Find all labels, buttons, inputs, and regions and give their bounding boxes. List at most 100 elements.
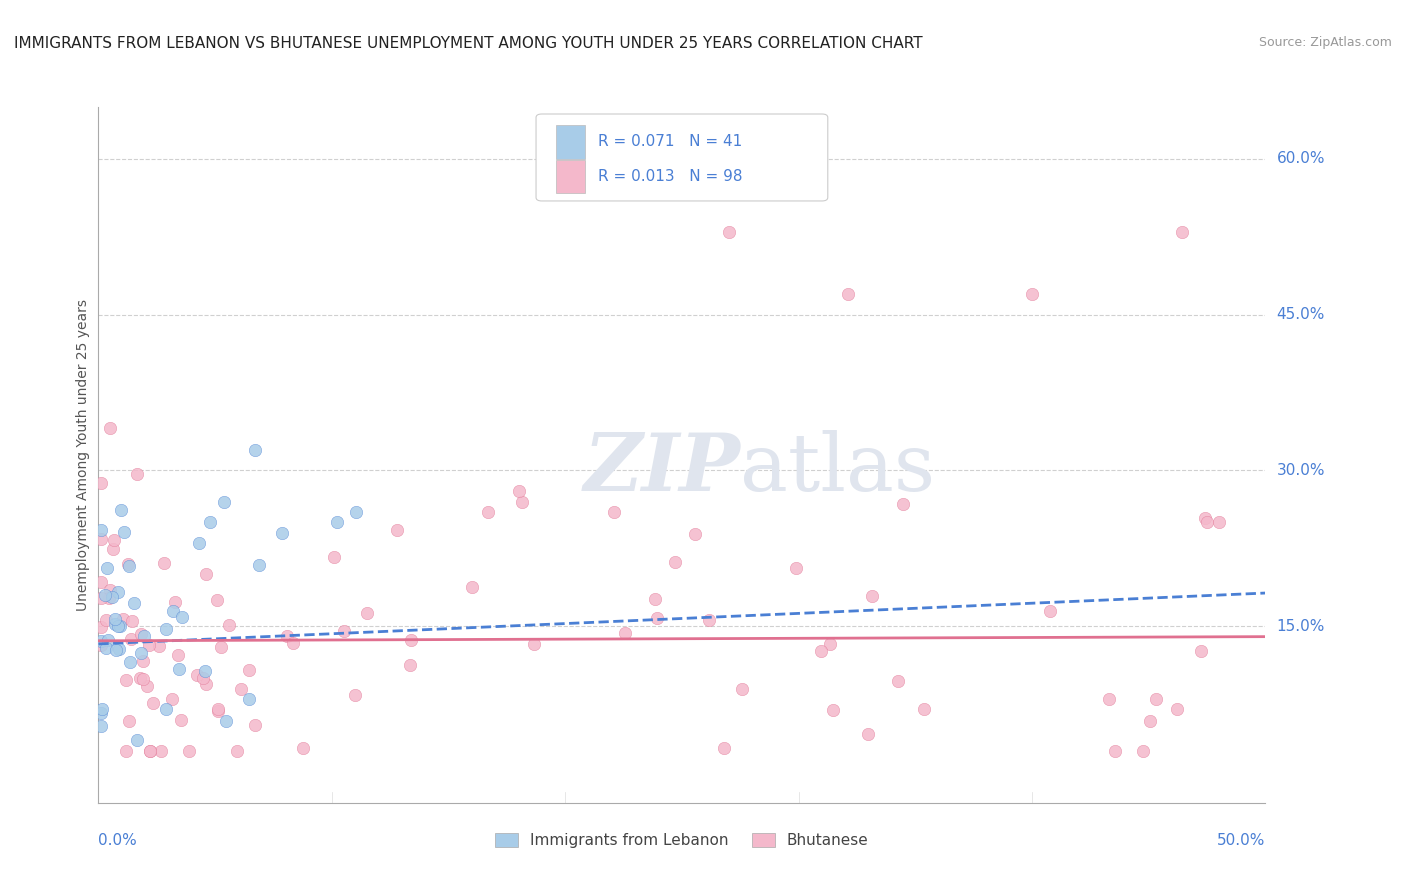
Point — [247, 558, 270, 572]
Point — [142, 696, 165, 710]
Point — [209, 640, 232, 654]
Point — [1139, 714, 1161, 729]
Point — [893, 497, 915, 511]
Point — [160, 692, 183, 706]
Point — [271, 525, 294, 540]
Point — [731, 681, 754, 696]
Point — [821, 703, 844, 717]
Point — [717, 225, 740, 239]
Point — [101, 591, 124, 605]
Point — [215, 714, 238, 728]
Point — [91, 702, 114, 716]
Point — [155, 702, 177, 716]
Point — [510, 494, 533, 508]
Point — [120, 632, 142, 647]
Point — [614, 626, 637, 640]
Point — [198, 516, 221, 530]
Point — [188, 536, 211, 550]
Point — [90, 475, 112, 490]
FancyBboxPatch shape — [555, 160, 585, 194]
Point — [153, 556, 176, 570]
Legend: Immigrants from Lebanon, Bhutanese: Immigrants from Lebanon, Bhutanese — [489, 827, 875, 855]
Point — [1021, 287, 1043, 301]
Point — [1104, 744, 1126, 758]
Point — [129, 627, 152, 641]
Point — [129, 646, 152, 660]
Point — [820, 637, 842, 651]
Y-axis label: Unemployment Among Youth under 25 years: Unemployment Among Youth under 25 years — [76, 299, 90, 611]
Point — [399, 633, 422, 648]
Point — [112, 612, 135, 626]
Point — [1171, 225, 1194, 239]
Point — [117, 557, 139, 571]
Point — [912, 702, 935, 716]
Point — [276, 629, 298, 643]
Text: IMMIGRANTS FROM LEBANON VS BHUTANESE UNEMPLOYMENT AMONG YOUTH UNDER 25 YEARS COR: IMMIGRANTS FROM LEBANON VS BHUTANESE UNE… — [14, 36, 922, 51]
Point — [155, 622, 177, 636]
Point — [101, 541, 124, 556]
Point — [356, 607, 378, 621]
Text: ZIP: ZIP — [583, 430, 741, 508]
Point — [238, 663, 260, 677]
Point — [243, 718, 266, 732]
Point — [644, 592, 666, 607]
Point — [127, 733, 149, 747]
Point — [125, 467, 148, 481]
Point — [1195, 516, 1218, 530]
Point — [104, 612, 127, 626]
Text: atlas: atlas — [741, 430, 935, 508]
Point — [105, 643, 128, 657]
Point — [856, 727, 879, 741]
Text: 60.0%: 60.0% — [1277, 152, 1324, 167]
Point — [1132, 744, 1154, 758]
Point — [132, 629, 155, 643]
Text: Source: ZipAtlas.com: Source: ZipAtlas.com — [1258, 36, 1392, 49]
Point — [132, 654, 155, 668]
Point — [121, 614, 143, 628]
Point — [346, 505, 368, 519]
Point — [1144, 692, 1167, 706]
Point — [1098, 692, 1121, 706]
Point — [186, 668, 208, 682]
Point — [860, 589, 883, 603]
Point — [129, 671, 152, 685]
Point — [90, 523, 112, 537]
Point — [1194, 510, 1216, 524]
Point — [97, 633, 120, 648]
Point — [170, 713, 193, 727]
Point — [90, 619, 112, 633]
Point — [810, 644, 832, 658]
Point — [149, 744, 172, 758]
Point — [120, 655, 142, 669]
Point — [225, 744, 247, 758]
Point — [292, 741, 315, 756]
Point — [332, 624, 354, 639]
Point — [103, 533, 125, 547]
Point — [96, 561, 118, 575]
Point — [90, 639, 112, 653]
Point — [245, 442, 267, 457]
Point — [664, 555, 686, 569]
Point — [162, 604, 184, 618]
Point — [90, 574, 112, 589]
Point — [522, 637, 544, 651]
Point — [218, 618, 240, 632]
Point — [683, 527, 706, 541]
Point — [1166, 702, 1188, 716]
Point — [179, 744, 201, 758]
Point — [163, 595, 186, 609]
Point — [399, 657, 422, 672]
Point — [344, 688, 367, 702]
Point — [148, 639, 170, 653]
Point — [118, 559, 141, 574]
Point — [281, 636, 304, 650]
Point — [713, 740, 735, 755]
FancyBboxPatch shape — [536, 114, 828, 201]
Text: 0.0%: 0.0% — [98, 833, 138, 848]
Point — [167, 648, 190, 662]
Point — [124, 596, 146, 610]
Text: R = 0.013   N = 98: R = 0.013 N = 98 — [598, 169, 742, 184]
Point — [108, 642, 131, 657]
Point — [94, 641, 117, 656]
Point — [645, 611, 668, 625]
